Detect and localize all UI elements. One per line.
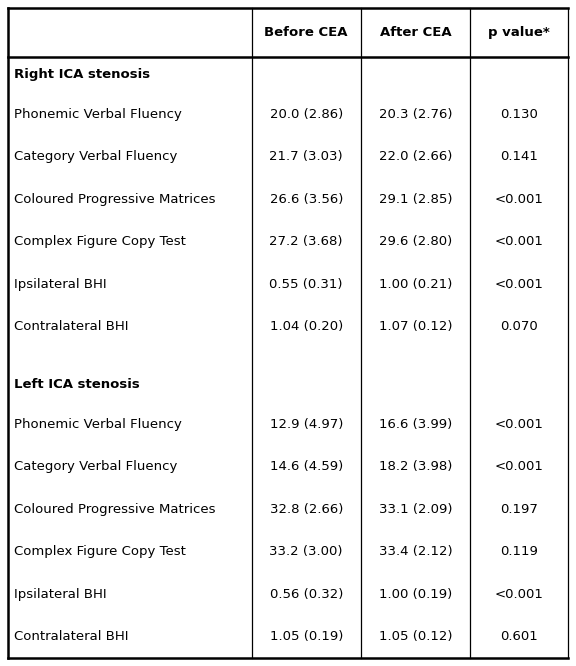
Text: 0.197: 0.197 — [500, 503, 538, 515]
Text: Phonemic Verbal Fluency: Phonemic Verbal Fluency — [14, 418, 182, 431]
Text: 1.00 (0.19): 1.00 (0.19) — [379, 587, 452, 601]
Text: 29.6 (2.80): 29.6 (2.80) — [379, 235, 452, 248]
Text: 0.130: 0.130 — [500, 108, 538, 121]
Text: 20.3 (2.76): 20.3 (2.76) — [378, 108, 452, 121]
Text: Contralateral BHI: Contralateral BHI — [14, 630, 128, 643]
Text: 18.2 (3.98): 18.2 (3.98) — [378, 460, 452, 473]
Text: Before CEA: Before CEA — [264, 26, 348, 39]
Text: <0.001: <0.001 — [495, 235, 543, 248]
Text: 16.6 (3.99): 16.6 (3.99) — [379, 418, 452, 431]
Text: <0.001: <0.001 — [495, 587, 543, 601]
Text: 1.00 (0.21): 1.00 (0.21) — [378, 278, 452, 291]
Text: 0.601: 0.601 — [500, 630, 538, 643]
Text: 20.0 (2.86): 20.0 (2.86) — [270, 108, 343, 121]
Text: <0.001: <0.001 — [495, 193, 543, 206]
Text: 32.8 (2.66): 32.8 (2.66) — [270, 503, 343, 515]
Text: Coloured Progressive Matrices: Coloured Progressive Matrices — [14, 193, 215, 206]
Text: Contralateral BHI: Contralateral BHI — [14, 320, 128, 334]
Text: 12.9 (4.97): 12.9 (4.97) — [270, 418, 343, 431]
Text: Ipsilateral BHI: Ipsilateral BHI — [14, 587, 107, 601]
Text: 21.7 (3.03): 21.7 (3.03) — [270, 151, 343, 163]
Text: Complex Figure Copy Test: Complex Figure Copy Test — [14, 235, 186, 248]
Text: 0.119: 0.119 — [500, 545, 538, 558]
Text: 1.05 (0.19): 1.05 (0.19) — [270, 630, 343, 643]
Text: 1.04 (0.20): 1.04 (0.20) — [270, 320, 343, 334]
Text: 33.1 (2.09): 33.1 (2.09) — [378, 503, 452, 515]
Text: 27.2 (3.68): 27.2 (3.68) — [270, 235, 343, 248]
Text: 26.6 (3.56): 26.6 (3.56) — [270, 193, 343, 206]
Text: <0.001: <0.001 — [495, 460, 543, 473]
Text: 33.2 (3.00): 33.2 (3.00) — [270, 545, 343, 558]
Text: 33.4 (2.12): 33.4 (2.12) — [378, 545, 452, 558]
Text: 0.56 (0.32): 0.56 (0.32) — [270, 587, 343, 601]
Text: After CEA: After CEA — [380, 26, 451, 39]
Text: 0.070: 0.070 — [500, 320, 538, 334]
Text: Category Verbal Fluency: Category Verbal Fluency — [14, 460, 177, 473]
Text: Ipsilateral BHI: Ipsilateral BHI — [14, 278, 107, 291]
Text: 1.07 (0.12): 1.07 (0.12) — [378, 320, 452, 334]
Text: 29.1 (2.85): 29.1 (2.85) — [378, 193, 452, 206]
Text: Category Verbal Fluency: Category Verbal Fluency — [14, 151, 177, 163]
Text: <0.001: <0.001 — [495, 418, 543, 431]
Text: 1.05 (0.12): 1.05 (0.12) — [378, 630, 452, 643]
Text: 0.55 (0.31): 0.55 (0.31) — [270, 278, 343, 291]
Text: 22.0 (2.66): 22.0 (2.66) — [378, 151, 452, 163]
Text: 0.141: 0.141 — [500, 151, 538, 163]
Text: <0.001: <0.001 — [495, 278, 543, 291]
Text: Phonemic Verbal Fluency: Phonemic Verbal Fluency — [14, 108, 182, 121]
Text: Complex Figure Copy Test: Complex Figure Copy Test — [14, 545, 186, 558]
Text: Right ICA stenosis: Right ICA stenosis — [14, 69, 150, 81]
Text: Left ICA stenosis: Left ICA stenosis — [14, 378, 140, 391]
Text: 14.6 (4.59): 14.6 (4.59) — [270, 460, 343, 473]
Text: Coloured Progressive Matrices: Coloured Progressive Matrices — [14, 503, 215, 515]
Text: p value*: p value* — [488, 26, 550, 39]
